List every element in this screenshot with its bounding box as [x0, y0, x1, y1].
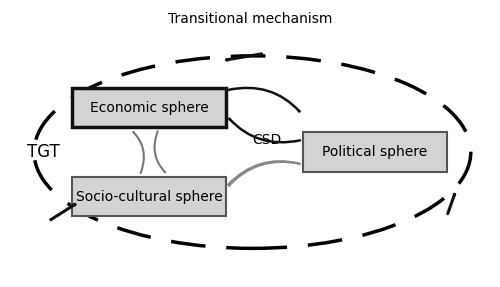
FancyArrowPatch shape — [134, 132, 144, 173]
FancyBboxPatch shape — [72, 177, 226, 216]
Text: Economic sphere: Economic sphere — [90, 101, 208, 115]
FancyBboxPatch shape — [303, 132, 447, 172]
Text: Socio-cultural sphere: Socio-cultural sphere — [76, 189, 223, 203]
FancyArrowPatch shape — [229, 162, 300, 186]
FancyBboxPatch shape — [72, 88, 226, 127]
FancyArrowPatch shape — [228, 88, 300, 111]
Title: Transitional mechanism: Transitional mechanism — [168, 12, 332, 26]
Text: TGT: TGT — [27, 143, 60, 161]
FancyArrowPatch shape — [226, 54, 262, 60]
FancyArrowPatch shape — [154, 131, 165, 172]
FancyArrowPatch shape — [448, 194, 454, 214]
Text: CSD: CSD — [252, 133, 282, 147]
FancyArrowPatch shape — [228, 161, 298, 185]
FancyArrowPatch shape — [230, 119, 300, 142]
Text: Political sphere: Political sphere — [322, 145, 428, 159]
FancyArrowPatch shape — [50, 204, 75, 220]
